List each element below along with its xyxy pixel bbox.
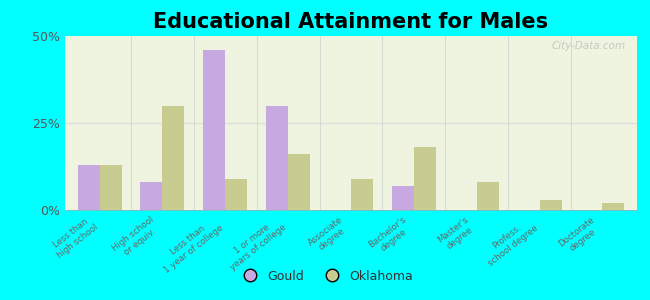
Bar (266, 106, 288, 210)
Bar (162, 106, 185, 210)
Bar (603, 203, 625, 210)
Bar (77, 165, 99, 210)
Bar (414, 147, 436, 210)
Bar (99, 165, 122, 210)
Bar (540, 200, 562, 210)
Legend: Gould, Oklahoma: Gould, Oklahoma (232, 265, 418, 288)
Bar (226, 179, 247, 210)
Bar (351, 179, 373, 210)
Bar (288, 154, 310, 210)
Bar (392, 186, 414, 210)
Bar (140, 182, 162, 210)
Title: Educational Attainment for Males: Educational Attainment for Males (153, 12, 549, 32)
Bar (476, 182, 499, 210)
Text: City-Data.com: City-Data.com (551, 41, 625, 51)
Bar (203, 50, 226, 210)
